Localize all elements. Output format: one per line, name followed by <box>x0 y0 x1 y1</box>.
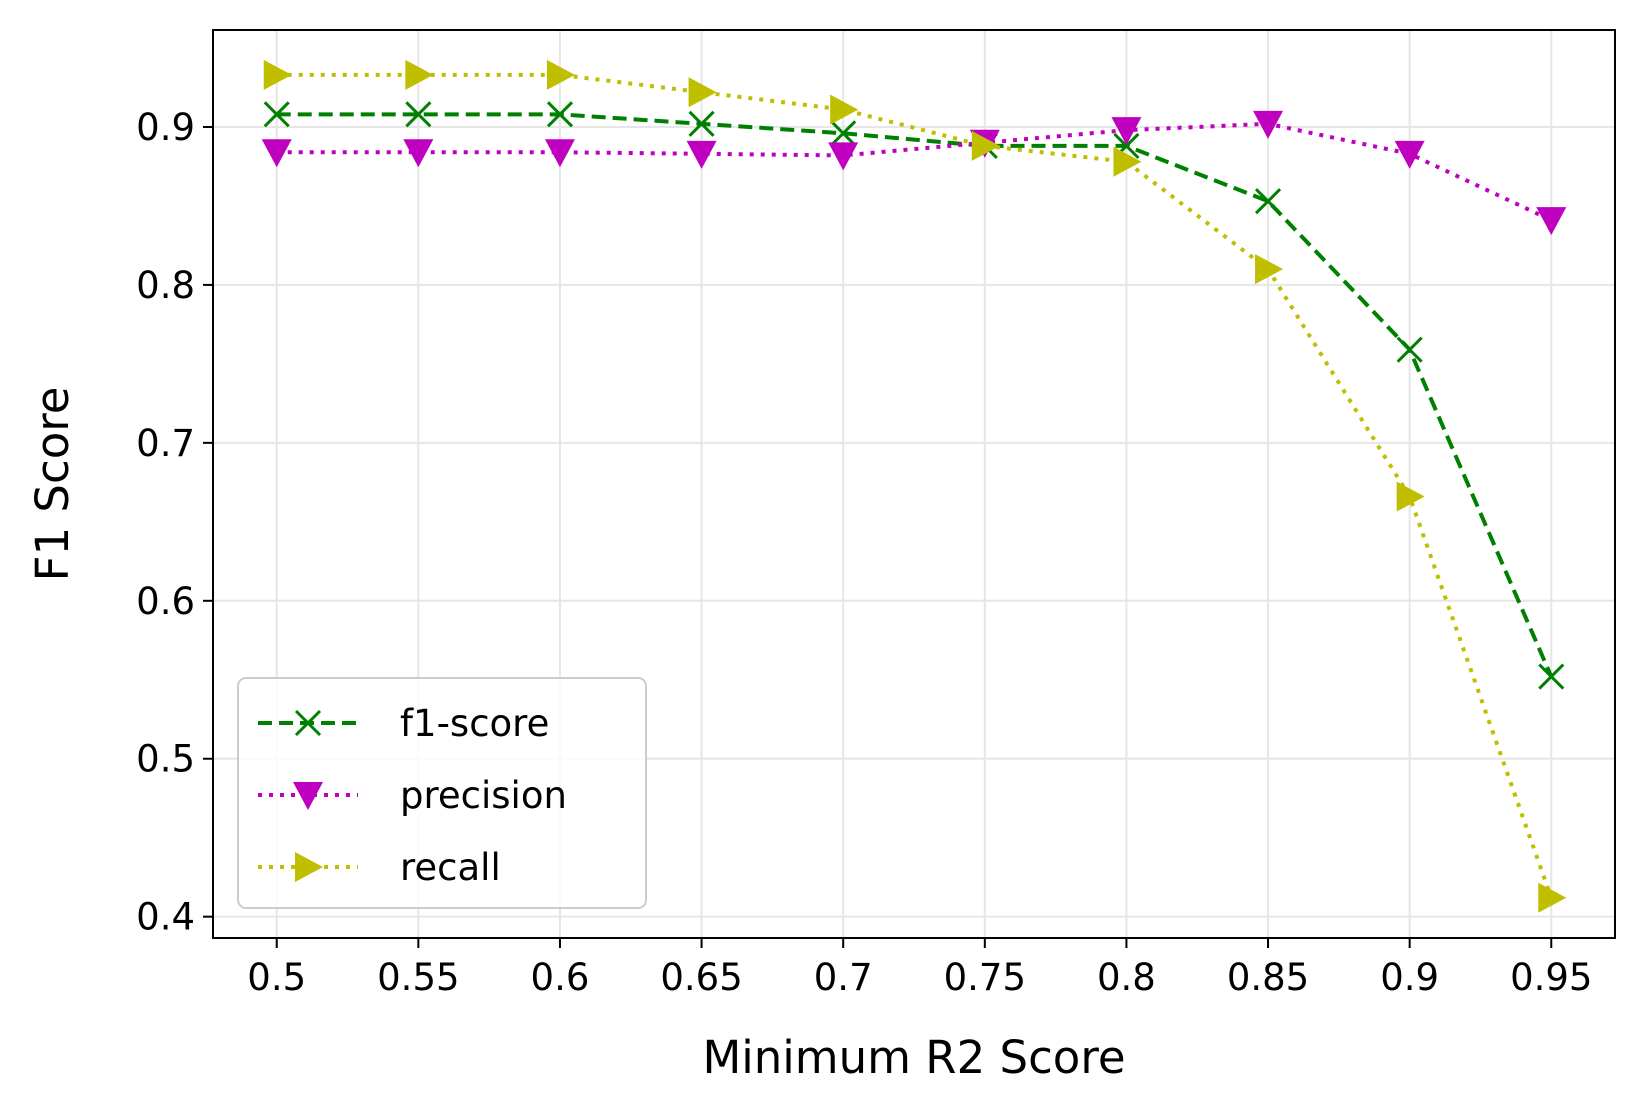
series-layer <box>261 59 1567 913</box>
data-point-precision <box>261 139 292 168</box>
data-point-f1-score <box>830 120 857 147</box>
data-point-precision <box>686 140 717 169</box>
series-line-recall <box>276 72 1554 899</box>
x-tick-label: 0.65 <box>660 956 742 999</box>
data-point-precision <box>828 142 859 171</box>
x-tick-label: 0.9 <box>1380 956 1439 999</box>
data-point-f1-score <box>1254 188 1282 215</box>
plot-frame <box>212 29 1616 939</box>
legend-label-recall: recall <box>400 846 501 889</box>
data-point-f1-score <box>405 101 432 128</box>
data-point-recall <box>405 59 434 90</box>
y-tick-label: 0.9 <box>136 106 195 149</box>
series-line-f1-score <box>276 112 1554 678</box>
legend-label-precision: precision <box>400 774 567 817</box>
legend-item-f1-score: f1-score <box>258 702 549 745</box>
x-tick-label: 0.95 <box>1510 956 1592 999</box>
data-point-recall <box>546 59 575 90</box>
data-point-recall <box>830 94 859 125</box>
data-point-recall <box>1396 481 1425 512</box>
x-tick-label: 0.8 <box>1097 956 1156 999</box>
x-tick-label: 0.55 <box>377 956 459 999</box>
series-recall <box>263 59 1567 913</box>
series-line-precision <box>276 121 1553 222</box>
data-point-f1-score <box>688 110 715 137</box>
legend: f1-score precision recall <box>237 677 647 909</box>
x-tick-label: 0.6 <box>531 956 590 999</box>
data-point-f1-score <box>263 101 290 128</box>
x-tick-label: 0.85 <box>1227 956 1309 999</box>
data-point-recall <box>971 130 1000 161</box>
data-point-recall <box>688 77 717 108</box>
axes-ticks: 0.5 0.55 0.6 0.65 0.7 0.75 0.8 0.85 0.9 0.95 0.4 0.… <box>136 106 1592 999</box>
legend-label-f1-score: f1-score <box>400 702 549 745</box>
legend-marker-f1-score <box>294 709 322 737</box>
data-point-precision <box>403 139 434 168</box>
y-tick-label: 0.4 <box>136 896 195 939</box>
y-tick-label: 0.5 <box>136 738 195 781</box>
data-point-f1-score <box>546 101 574 128</box>
x-tick-label: 0.7 <box>814 956 873 999</box>
x-tick-label: 0.75 <box>944 956 1026 999</box>
legend-item-recall: recall <box>258 846 501 889</box>
series-precision <box>261 110 1567 236</box>
data-point-f1-score <box>1396 336 1423 363</box>
y-tick-label: 0.6 <box>136 580 195 623</box>
y-tick-label: 0.7 <box>136 422 195 465</box>
data-point-precision <box>1394 140 1425 169</box>
x-axis-title: Minimum R2 Score <box>702 1031 1125 1084</box>
y-axis-title: F1 Score <box>26 387 79 582</box>
data-point-precision <box>544 139 575 168</box>
data-point-recall <box>1113 146 1142 177</box>
data-point-f1-score <box>1538 663 1565 690</box>
legend-marker-recall <box>295 852 323 882</box>
y-tick-label: 0.8 <box>136 264 195 307</box>
data-point-recall <box>1538 882 1567 913</box>
data-point-recall <box>1255 254 1284 285</box>
legend-marker-precision <box>293 782 323 810</box>
data-point-precision <box>1111 117 1142 146</box>
legend-box <box>237 677 647 909</box>
data-point-precision <box>1253 110 1284 139</box>
x-tick-label: 0.5 <box>247 956 306 999</box>
data-point-recall <box>263 59 292 90</box>
data-point-precision <box>1536 207 1567 236</box>
legend-item-precision: precision <box>258 774 567 817</box>
